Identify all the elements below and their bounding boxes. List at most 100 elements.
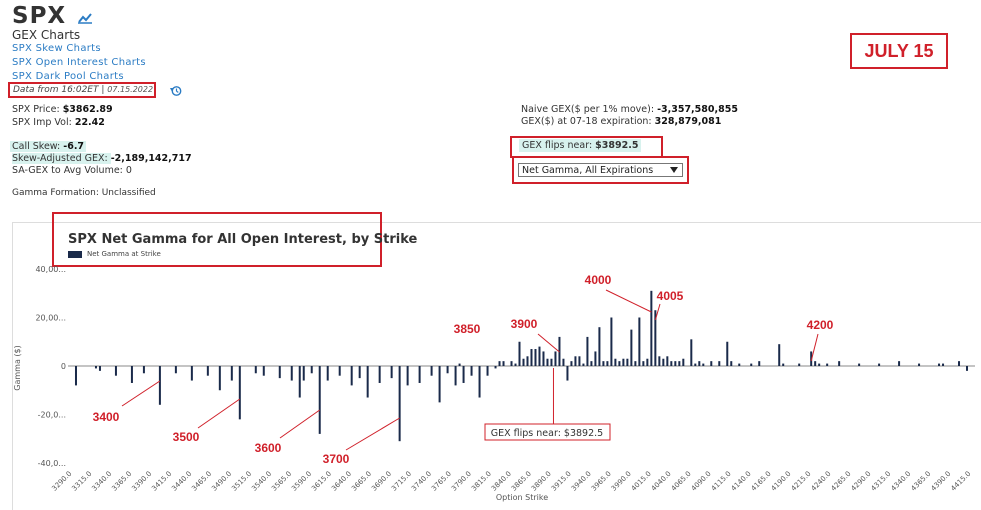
- gamma-bar: [358, 366, 361, 379]
- gamma-bar: [602, 361, 605, 366]
- gamma-bar: [678, 361, 681, 366]
- callout-line: [654, 303, 661, 321]
- gamma-bar: [658, 356, 661, 366]
- x-tick-label: 3415.0: [150, 470, 173, 493]
- gamma-bar: [390, 366, 393, 379]
- gamma-bar: [318, 366, 321, 434]
- gamma-bar: [278, 366, 281, 379]
- gamma-bar: [470, 366, 473, 376]
- x-tick-label: 3615.0: [310, 470, 333, 493]
- gamma-bar: [230, 366, 233, 381]
- gamma-bar: [782, 363, 785, 366]
- gamma-bar: [634, 361, 637, 366]
- gamma-bar: [738, 363, 741, 366]
- open-interest-charts-link[interactable]: SPX Open Interest Charts: [12, 57, 146, 68]
- callout-4200: 4200: [807, 318, 834, 332]
- gamma-bar: [478, 366, 481, 398]
- gamma-bar: [570, 361, 573, 366]
- gamma-bar: [682, 358, 685, 366]
- gamma-bar: [94, 366, 97, 369]
- gamma-bar: [486, 366, 489, 376]
- legend-swatch: [68, 251, 82, 258]
- call-skew: Call Skew: -6.7: [10, 141, 87, 152]
- gamma-bar: [418, 366, 421, 383]
- dark-pool-charts-link[interactable]: SPX Dark Pool Charts: [12, 71, 124, 82]
- gamma-bar: [778, 344, 781, 366]
- gamma-bar: [942, 363, 945, 366]
- history-icon[interactable]: [170, 85, 182, 97]
- gamma-bar: [966, 366, 969, 371]
- gamma-bar: [626, 358, 629, 366]
- sa-gex-volume: SA-GEX to Avg Volume: 0: [12, 165, 132, 176]
- flip-annotation-box: [484, 423, 611, 441]
- gamma-bar: [610, 317, 613, 366]
- x-tick-label: 3815.0: [470, 470, 493, 493]
- gamma-bar: [694, 363, 697, 366]
- spx-price: SPX Price: $3862.89: [12, 104, 113, 115]
- spx-imp-vol: SPX Imp Vol: 22.42: [12, 117, 105, 128]
- x-tick-label: 4015.0: [630, 470, 653, 493]
- ticker-title: SPX: [12, 3, 67, 29]
- gamma-bar: [638, 317, 641, 366]
- x-tick-label: 4365.0: [909, 470, 932, 493]
- callout-4000: 4000: [585, 273, 612, 287]
- x-tick-label: 4390.0: [929, 470, 952, 493]
- x-tick-label: 4165.0: [750, 470, 773, 493]
- gamma-bar: [858, 363, 861, 366]
- gamma-bar: [582, 363, 585, 366]
- page-subtitle: GEX Charts: [12, 28, 81, 42]
- gamma-bar: [594, 351, 597, 366]
- gamma-bar: [562, 358, 565, 366]
- callout-4005: 4005: [657, 289, 684, 303]
- x-tick-label: 4415.0: [949, 470, 972, 493]
- callout-line: [605, 289, 652, 313]
- gamma-bar: [310, 366, 313, 374]
- x-tick-label: 3915.0: [550, 470, 573, 493]
- chart-frame: [12, 222, 981, 510]
- gamma-bar: [614, 358, 617, 366]
- callout-3500: 3500: [173, 430, 200, 444]
- x-tick-label: 3315.0: [70, 470, 93, 493]
- x-tick-label: 4090.0: [690, 470, 713, 493]
- gamma-bar: [938, 363, 941, 366]
- y-axis-label: Gamma ($): [13, 345, 22, 390]
- x-tick-label: 3665.0: [350, 470, 373, 493]
- gamma-bar: [518, 341, 521, 366]
- gamma-bar: [758, 361, 761, 366]
- x-tick-label: 4240.0: [810, 470, 833, 493]
- gex-flip-level: GEX flips near: $3892.5: [519, 139, 642, 152]
- gamma-bar: [542, 351, 545, 366]
- gamma-bar: [538, 346, 541, 366]
- callout-3900: 3900: [511, 317, 538, 331]
- gamma-bar: [438, 366, 441, 403]
- x-tick-label: 3590.0: [290, 470, 313, 493]
- gamma-view-select[interactable]: Net Gamma, All Expirations: [518, 163, 683, 177]
- gamma-bar: [494, 366, 497, 369]
- x-tick-label: 3340.0: [90, 470, 113, 493]
- data-from-label: Data from 16:02ET: [13, 85, 99, 95]
- gamma-bar: [878, 363, 881, 366]
- gamma-bar: [114, 366, 117, 376]
- gamma-bar: [142, 366, 145, 374]
- gamma-bar: [302, 366, 305, 381]
- callout-line: [121, 380, 161, 407]
- gamma-formation: Gamma Formation: Unclassified: [12, 188, 156, 198]
- skew-charts-link[interactable]: SPX Skew Charts: [12, 43, 101, 54]
- chart-line-icon[interactable]: [78, 12, 92, 24]
- x-tick-label: 4315.0: [870, 470, 893, 493]
- x-tick-label: 3490.0: [210, 470, 233, 493]
- callout-3700: 3700: [323, 452, 350, 466]
- gamma-bar: [838, 361, 841, 366]
- gamma-bar: [350, 366, 353, 386]
- gamma-bar: [130, 366, 133, 383]
- gamma-bar: [514, 363, 517, 366]
- gamma-bar: [446, 366, 449, 374]
- x-tick-label: 4040.0: [650, 470, 673, 493]
- naive-gex: Naive GEX($ per 1% move): -3,357,580,855: [521, 104, 738, 115]
- gamma-bar: [534, 349, 537, 366]
- gamma-bar: [646, 358, 649, 366]
- gamma-bar: [814, 361, 817, 366]
- gamma-bar: [526, 356, 529, 366]
- callout-line: [345, 417, 400, 451]
- x-tick-label: 3565.0: [270, 470, 293, 493]
